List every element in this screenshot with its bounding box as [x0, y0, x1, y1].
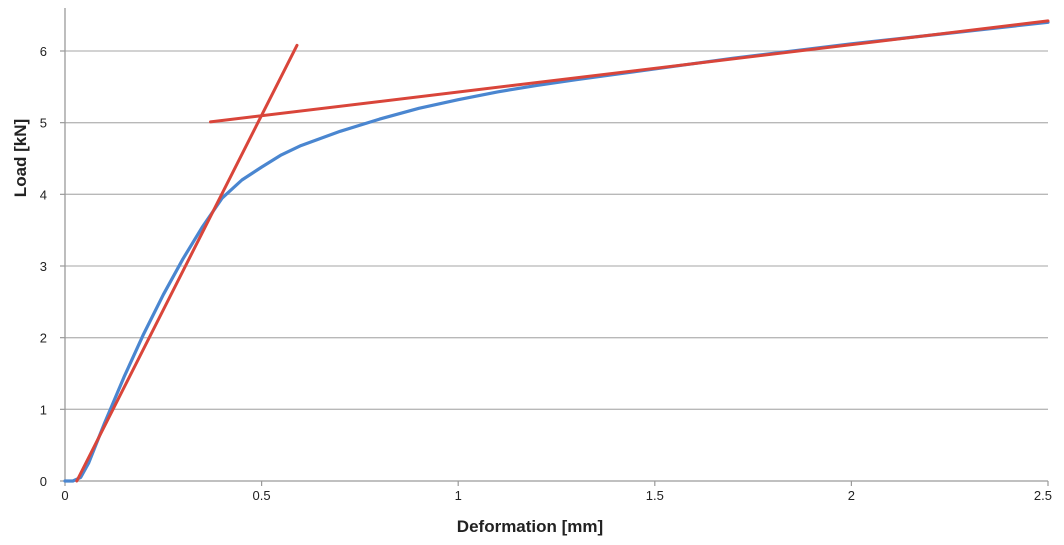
y-tick-label: 2	[40, 331, 47, 346]
series-plastic-tangent-line	[209, 19, 1050, 124]
x-tick-label: 2.5	[1034, 488, 1052, 503]
series-measured-curve	[63, 20, 1050, 483]
y-tick-label: 1	[40, 402, 47, 417]
y-axis-title: Load [kN]	[11, 119, 30, 197]
y-tick-label: 5	[40, 116, 47, 131]
y-tick-label: 0	[40, 474, 47, 489]
series-elastic-tangent-line	[75, 43, 299, 483]
gridlines	[65, 50, 1048, 410]
tick-labels: 0 1 2 3 4 5 6 0 0.5 1 1.5 2 2.5	[40, 44, 1052, 503]
y-tick-label: 4	[40, 187, 47, 202]
x-tick-label: 0.5	[253, 488, 271, 503]
y-tick-label: 6	[40, 44, 47, 59]
x-tick-label: 1.5	[646, 488, 664, 503]
x-tick-label: 2	[848, 488, 855, 503]
y-tick-label: 3	[40, 259, 47, 274]
x-axis-title: Deformation [mm]	[457, 517, 603, 536]
series-group	[63, 19, 1050, 483]
x-tick-label: 1	[455, 488, 462, 503]
axes	[60, 8, 1049, 486]
x-tick-label: 0	[61, 488, 68, 503]
